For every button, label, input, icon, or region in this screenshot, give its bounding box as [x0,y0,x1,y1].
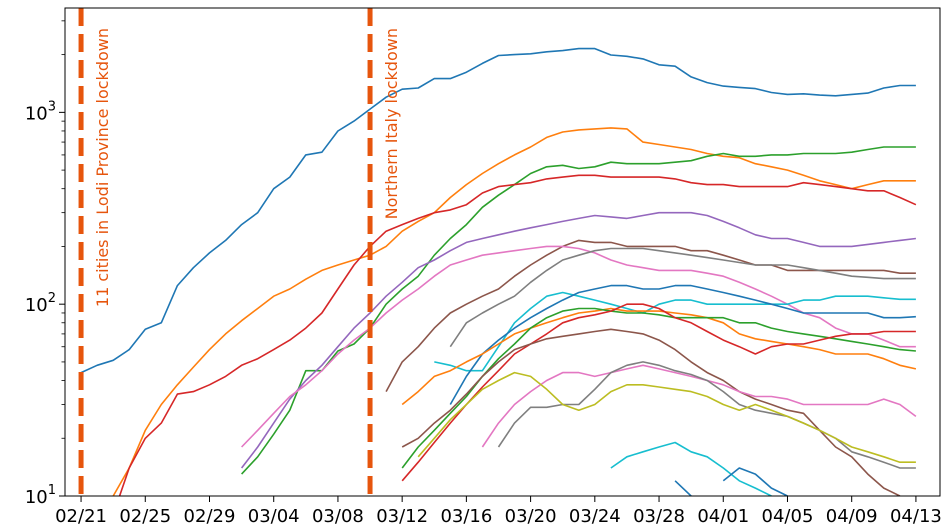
series-line-16 [401,328,901,496]
series-line-11 [449,284,916,405]
series-line-21-1 [722,467,788,496]
series-layer [80,47,917,496]
series-line-5 [240,211,916,469]
x-tick-label-3: 03/04 [248,506,300,527]
series-line-4 [118,174,917,496]
y-tick-label-0: 101 [25,483,56,508]
series-line-10 [434,291,916,372]
lockdown-label-0: 11 cities in Lodi Province lockdown [93,28,112,307]
x-tick-label-4: 03/08 [312,506,364,527]
series-line-14 [401,303,916,482]
series-line-19 [417,371,916,464]
x-axis: 02/21 02/25 02/29 03/04 03/08 03/12 03/16 03/20… [55,496,942,527]
series-line-20 [610,441,772,496]
x-tick-label-12: 04/09 [826,506,878,527]
y-axis: 101 102 103 [25,20,65,508]
y-tick-label-2: 103 [25,99,56,124]
series-line-8 [449,247,916,348]
series-line-17 [481,364,917,448]
x-tick-label-0: 02/21 [55,506,107,527]
y-tick-label-1: 102 [25,291,56,316]
x-tick-label-6: 03/16 [440,506,492,527]
x-tick-label-7: 03/20 [505,506,557,527]
x-tick-label-1: 02/25 [119,506,171,527]
x-tick-label-5: 03/12 [376,506,428,527]
series-line-0 [80,47,916,374]
series-line-3 [241,146,916,475]
vline-layer: 11 cities in Lodi Province lockdown North… [78,8,401,496]
x-tick-label-2: 02/29 [184,506,236,527]
plot-frame [64,7,941,497]
lockdown-label-1: Northern Italy lockdown [382,28,401,219]
series-line-21 [674,480,692,496]
x-tick-label-10: 04/01 [697,506,749,527]
x-tick-label-13: 04/13 [890,506,942,527]
x-tick-label-8: 03/24 [569,506,621,527]
series-line-12 [401,307,917,406]
x-tick-label-9: 03/28 [633,506,685,527]
series-line-2 [112,127,916,496]
x-tick-label-11: 04/05 [762,506,814,527]
series-line-6 [385,239,916,392]
series-line-18 [497,361,916,469]
